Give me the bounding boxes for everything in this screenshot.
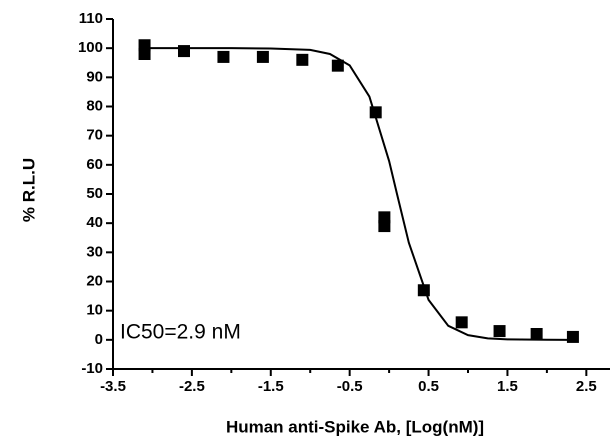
y-tick-label: 100 (78, 39, 103, 56)
y-tick-label: 110 (79, 10, 103, 27)
x-tick-label: 2.5 (576, 378, 597, 395)
y-tick-label: 80 (86, 97, 103, 114)
y-tick-label: 90 (86, 68, 103, 85)
data-point (217, 50, 230, 63)
y-tick-label: 10 (86, 302, 103, 319)
y-tick-label: 50 (86, 185, 103, 202)
y-tick-label: -10 (81, 360, 103, 377)
x-tick-label: -3.5 (100, 378, 126, 395)
annotation: IC50=2.9 nM (120, 321, 241, 344)
x-tick-label: 0.5 (418, 378, 439, 395)
data-point (455, 316, 468, 329)
x-tick-label: 1.5 (497, 378, 518, 395)
y-tick-label: 60 (86, 156, 103, 173)
x-axis-label: Human anti-Spike Ab, [Log(nM)] (226, 417, 484, 436)
data-point (138, 48, 151, 60)
y-axis-label: % R.L.U (19, 158, 38, 222)
y-tick-label: 40 (86, 214, 103, 231)
data-point (296, 53, 309, 66)
data-point (331, 59, 344, 72)
y-tick-label: 30 (86, 243, 103, 260)
y-tick-label: 0 (95, 331, 103, 348)
x-tick-label: -2.5 (179, 378, 205, 395)
y-tick-label: 70 (86, 127, 103, 144)
data-point (566, 330, 579, 343)
x-tick-label: -1.5 (258, 378, 284, 395)
y-tick-label: 20 (86, 272, 103, 289)
data-point (256, 50, 269, 63)
data-point (178, 45, 190, 58)
fit-curve (144, 47, 571, 341)
x-tick-label: -0.5 (337, 378, 363, 395)
data-point (530, 328, 543, 340)
data-point (493, 325, 506, 338)
data-point (378, 220, 391, 233)
